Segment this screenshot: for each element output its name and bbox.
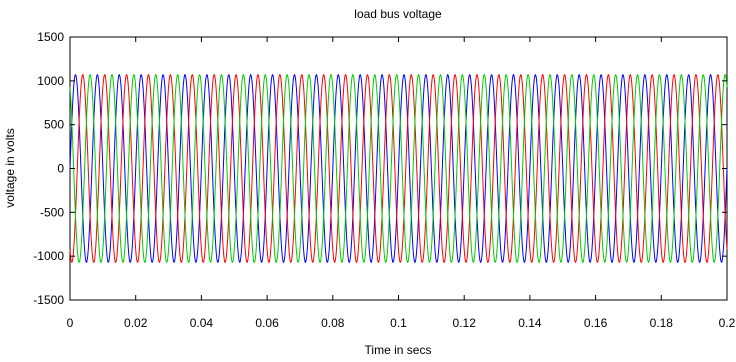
y-tick-label: 500 [44,118,64,132]
x-tick-label: 0.1 [390,316,407,330]
series-group [69,73,728,264]
y-axis-label: voltage in volts [3,128,17,207]
plot-area [69,36,728,301]
series-line-2 [69,73,728,264]
chart-title: load bus voltage [354,7,442,21]
x-tick-label: 0.2 [719,316,736,330]
x-tick-label: 0 [67,316,74,330]
y-tick-label: 1500 [37,30,64,44]
y-tick-label: 1000 [37,74,64,88]
x-tick-label: 0.16 [584,316,608,330]
x-tick-label: 0.06 [255,316,279,330]
y-tick-label: 0 [57,162,64,176]
x-axis-label: Time in secs [365,343,432,357]
x-tick-label: 0.14 [518,316,542,330]
x-tick-label: 0.08 [321,316,345,330]
x-tick-label: 0.18 [650,316,674,330]
y-tick-label: -1500 [33,293,64,307]
x-tick-label: 0.02 [124,316,148,330]
y-tick-label: -1000 [33,249,64,263]
x-tick-label: 0.12 [453,316,477,330]
series-line-0 [69,73,728,264]
y-axis-ticks: 1500 1000 500 0 -500 -1000 -1500 [33,30,727,307]
x-axis-ticks: 0 0.02 0.04 0.06 0.08 0.1 0.12 0.14 0.16 0.18 0.2 [67,37,736,330]
x-tick-label: 0.04 [190,316,214,330]
y-tick-label: -500 [40,205,64,219]
series-line-1 [69,73,728,264]
